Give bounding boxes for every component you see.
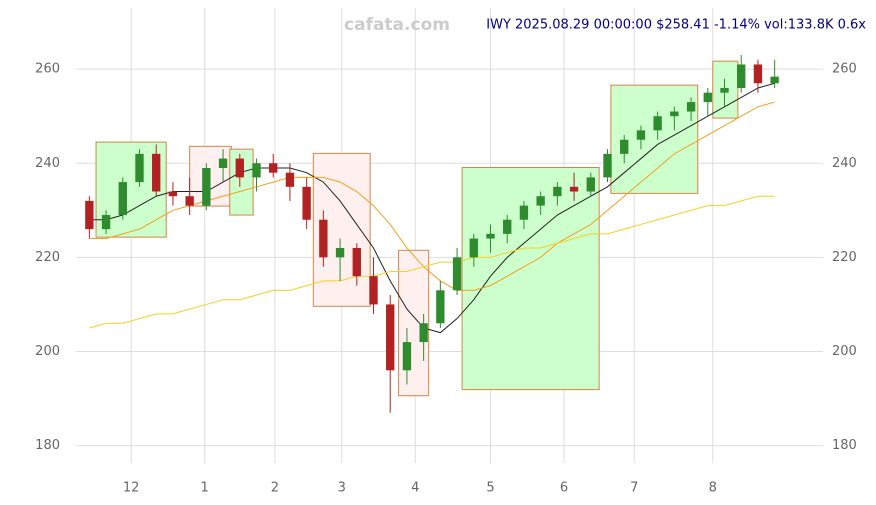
zone	[610, 84, 699, 194]
candle-body	[753, 64, 763, 84]
x-tick-label: 12	[123, 481, 140, 496]
candle-body	[101, 215, 111, 230]
candle-body	[335, 247, 345, 258]
x-tick-label: 5	[486, 481, 494, 496]
candle-body	[469, 238, 478, 258]
candle-body	[586, 177, 595, 192]
candle-body	[653, 116, 662, 131]
candle-body	[703, 92, 712, 103]
x-tick-label: 7	[630, 481, 638, 496]
watermark: cafata.com	[344, 15, 450, 35]
y-tick-label: 180	[35, 438, 60, 453]
x-tick-label: 6	[560, 481, 568, 496]
y-tick-label-right: 180	[832, 438, 857, 453]
candle-body	[436, 290, 445, 324]
candle-body	[670, 111, 679, 117]
candle-body	[486, 233, 495, 239]
y-tick-label-right: 240	[832, 156, 857, 171]
candle-body	[185, 196, 194, 206]
x-tick-label: 2	[271, 481, 279, 496]
y-tick-label-right: 200	[832, 344, 857, 359]
candle-body	[85, 200, 94, 230]
candle-body	[737, 64, 746, 88]
zone	[461, 167, 600, 391]
candle-body	[419, 323, 428, 343]
candle-body	[686, 102, 696, 112]
candle-body	[285, 172, 295, 187]
chart-title: IWY 2025.08.29 00:00:00 $258.41 -1.14% v…	[486, 18, 866, 33]
x-tick-label: 4	[411, 481, 419, 496]
candle-body	[452, 257, 462, 291]
candle-body	[603, 153, 612, 178]
candle-body	[386, 304, 395, 371]
y-tick-label: 260	[35, 62, 60, 77]
candle-body	[553, 186, 562, 197]
x-tick-label: 8	[709, 481, 717, 496]
y-tick-label: 200	[35, 344, 60, 359]
candle-body	[369, 276, 378, 305]
candle-body	[252, 163, 261, 178]
candle-body	[352, 247, 361, 277]
moving-average	[89, 195, 775, 329]
candle-body	[152, 153, 161, 192]
candle-body	[235, 158, 244, 178]
candle-body	[519, 205, 529, 220]
candle-body	[620, 139, 629, 154]
candle-body	[302, 186, 311, 220]
zone	[398, 249, 430, 397]
candle-body	[319, 219, 328, 258]
candle-body	[636, 130, 646, 140]
y-tick-label-right: 260	[832, 62, 857, 77]
candle-body	[770, 76, 779, 84]
candle-body	[218, 158, 228, 168]
x-tick-label: 1	[201, 481, 209, 496]
candle-body	[720, 87, 729, 93]
candle-body	[569, 186, 579, 192]
y-tick-label: 240	[35, 156, 60, 171]
candle-body	[503, 219, 512, 234]
x-tick-label: 3	[338, 481, 346, 496]
candle-body	[269, 163, 278, 173]
candle-body	[402, 342, 412, 371]
candle-body	[202, 167, 211, 206]
y-tick-label: 220	[35, 250, 60, 265]
candle-body	[118, 182, 127, 216]
candle-body	[135, 153, 144, 183]
candle-body	[536, 196, 545, 206]
y-tick-label-right: 220	[832, 250, 857, 265]
candle-body	[168, 191, 178, 197]
